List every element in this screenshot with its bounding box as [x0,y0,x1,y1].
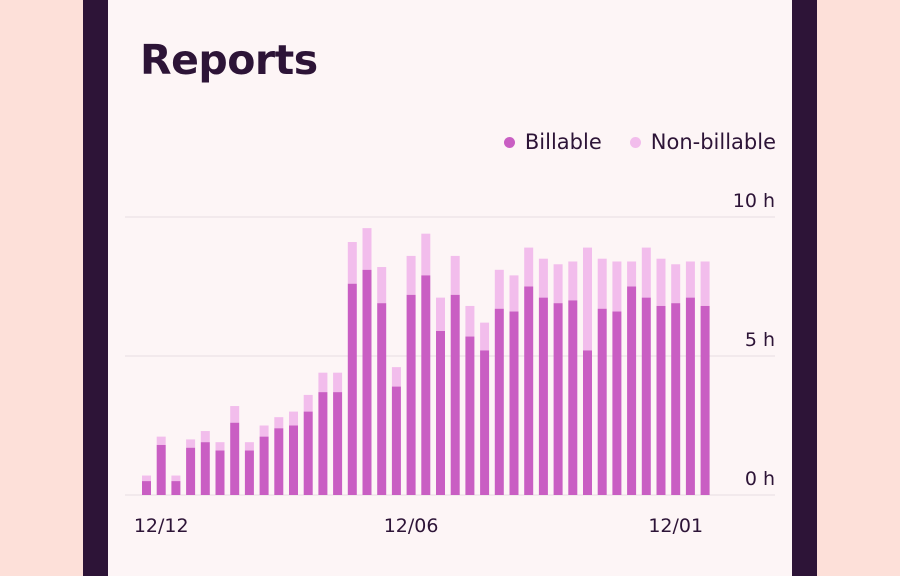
bar-non-billable [333,372,343,393]
bar-non-billable [156,436,166,445]
bar-non-billable [406,255,416,295]
bar-billable [524,286,534,495]
bar-billable [318,392,328,495]
y-tick-label: 5 h [745,329,775,351]
bar-non-billable [289,411,298,426]
bar-billable [156,444,166,495]
bar-billable [627,286,637,495]
bar-billable [583,350,592,495]
bar-non-billable [215,442,225,451]
bar-non-billable [421,233,431,276]
bar-billable [421,275,431,495]
bar-non-billable [597,258,607,309]
bar-non-billable [465,305,475,337]
bar-billable [289,425,298,495]
bar-non-billable [303,394,313,412]
bar-non-billable [700,261,710,306]
bar-billable [274,428,284,495]
bar-non-billable [509,275,519,312]
bar-non-billable [671,264,681,304]
bar-non-billable [142,475,151,482]
bar-billable [568,300,578,495]
bar-non-billable [244,442,254,451]
bar-billable [436,330,445,495]
bar-billable [303,411,313,495]
bar-billable [553,303,563,495]
bar-non-billable [612,261,622,312]
bar-billable [685,297,695,495]
bar-non-billable [583,247,592,351]
bar-non-billable [186,439,196,448]
bar-non-billable [568,261,578,301]
bar-billable [465,336,475,495]
bar-non-billable [553,264,563,304]
bar-non-billable [362,228,372,270]
bar-non-billable [656,258,666,306]
bar-billable [230,422,240,495]
bar-non-billable [524,247,534,287]
bar-non-billable [347,242,357,284]
bar-billable [142,481,151,495]
bar-non-billable [494,269,504,309]
bar-non-billable [318,372,328,393]
bar-billable [406,294,416,495]
bar-billable [671,303,681,495]
bar-non-billable [377,267,387,304]
x-tick-label: 12/01 [648,515,703,537]
bar-billable [171,481,181,495]
page-title: Reports [140,36,318,84]
bar-billable [215,450,225,495]
bar-non-billable [685,261,695,298]
bar-non-billable [230,406,240,423]
bar-billable [509,311,519,495]
legend-item-non-billable: Non-billable [629,130,776,154]
bar-non-billable [641,247,651,298]
bar-non-billable [436,297,445,331]
y-tick-label: 0 h [745,468,775,490]
bar-non-billable [259,425,269,437]
bar-non-billable [171,475,181,482]
bar-non-billable [450,255,460,295]
bar-billable [641,297,651,495]
x-tick-label: 12/06 [384,515,439,537]
bar-billable [377,303,387,495]
chart-legend: Billable Non-billable [503,130,776,154]
bar-non-billable [200,431,210,443]
bar-billable [480,350,490,495]
billable-dot-icon [503,136,515,148]
bar-non-billable [627,261,637,287]
bar-billable [244,450,254,495]
bar-billable [494,308,504,495]
bar-billable [656,305,666,495]
bar-non-billable [538,258,548,298]
bar-billable [450,294,460,495]
bar-non-billable [274,417,284,429]
bar-billable [200,442,210,495]
legend-item-billable: Billable [503,130,602,154]
bar-billable [259,436,269,495]
x-tick-label: 12/12 [134,515,189,537]
bar-billable [362,269,372,495]
bar-billable [391,386,401,495]
bar-billable [333,392,343,495]
bar-billable [597,308,607,495]
y-tick-label: 10 h [733,190,775,212]
bar-billable [186,447,196,495]
bar-billable [347,283,357,495]
legend-label-non-billable: Non-billable [650,130,776,154]
bar-billable [612,311,622,495]
bar-billable [700,305,710,495]
bar-billable [538,297,548,495]
bar-non-billable [391,367,401,387]
bar-non-billable [480,322,490,351]
legend-label-billable: Billable [524,130,602,154]
non-billable-dot-icon [629,136,641,148]
